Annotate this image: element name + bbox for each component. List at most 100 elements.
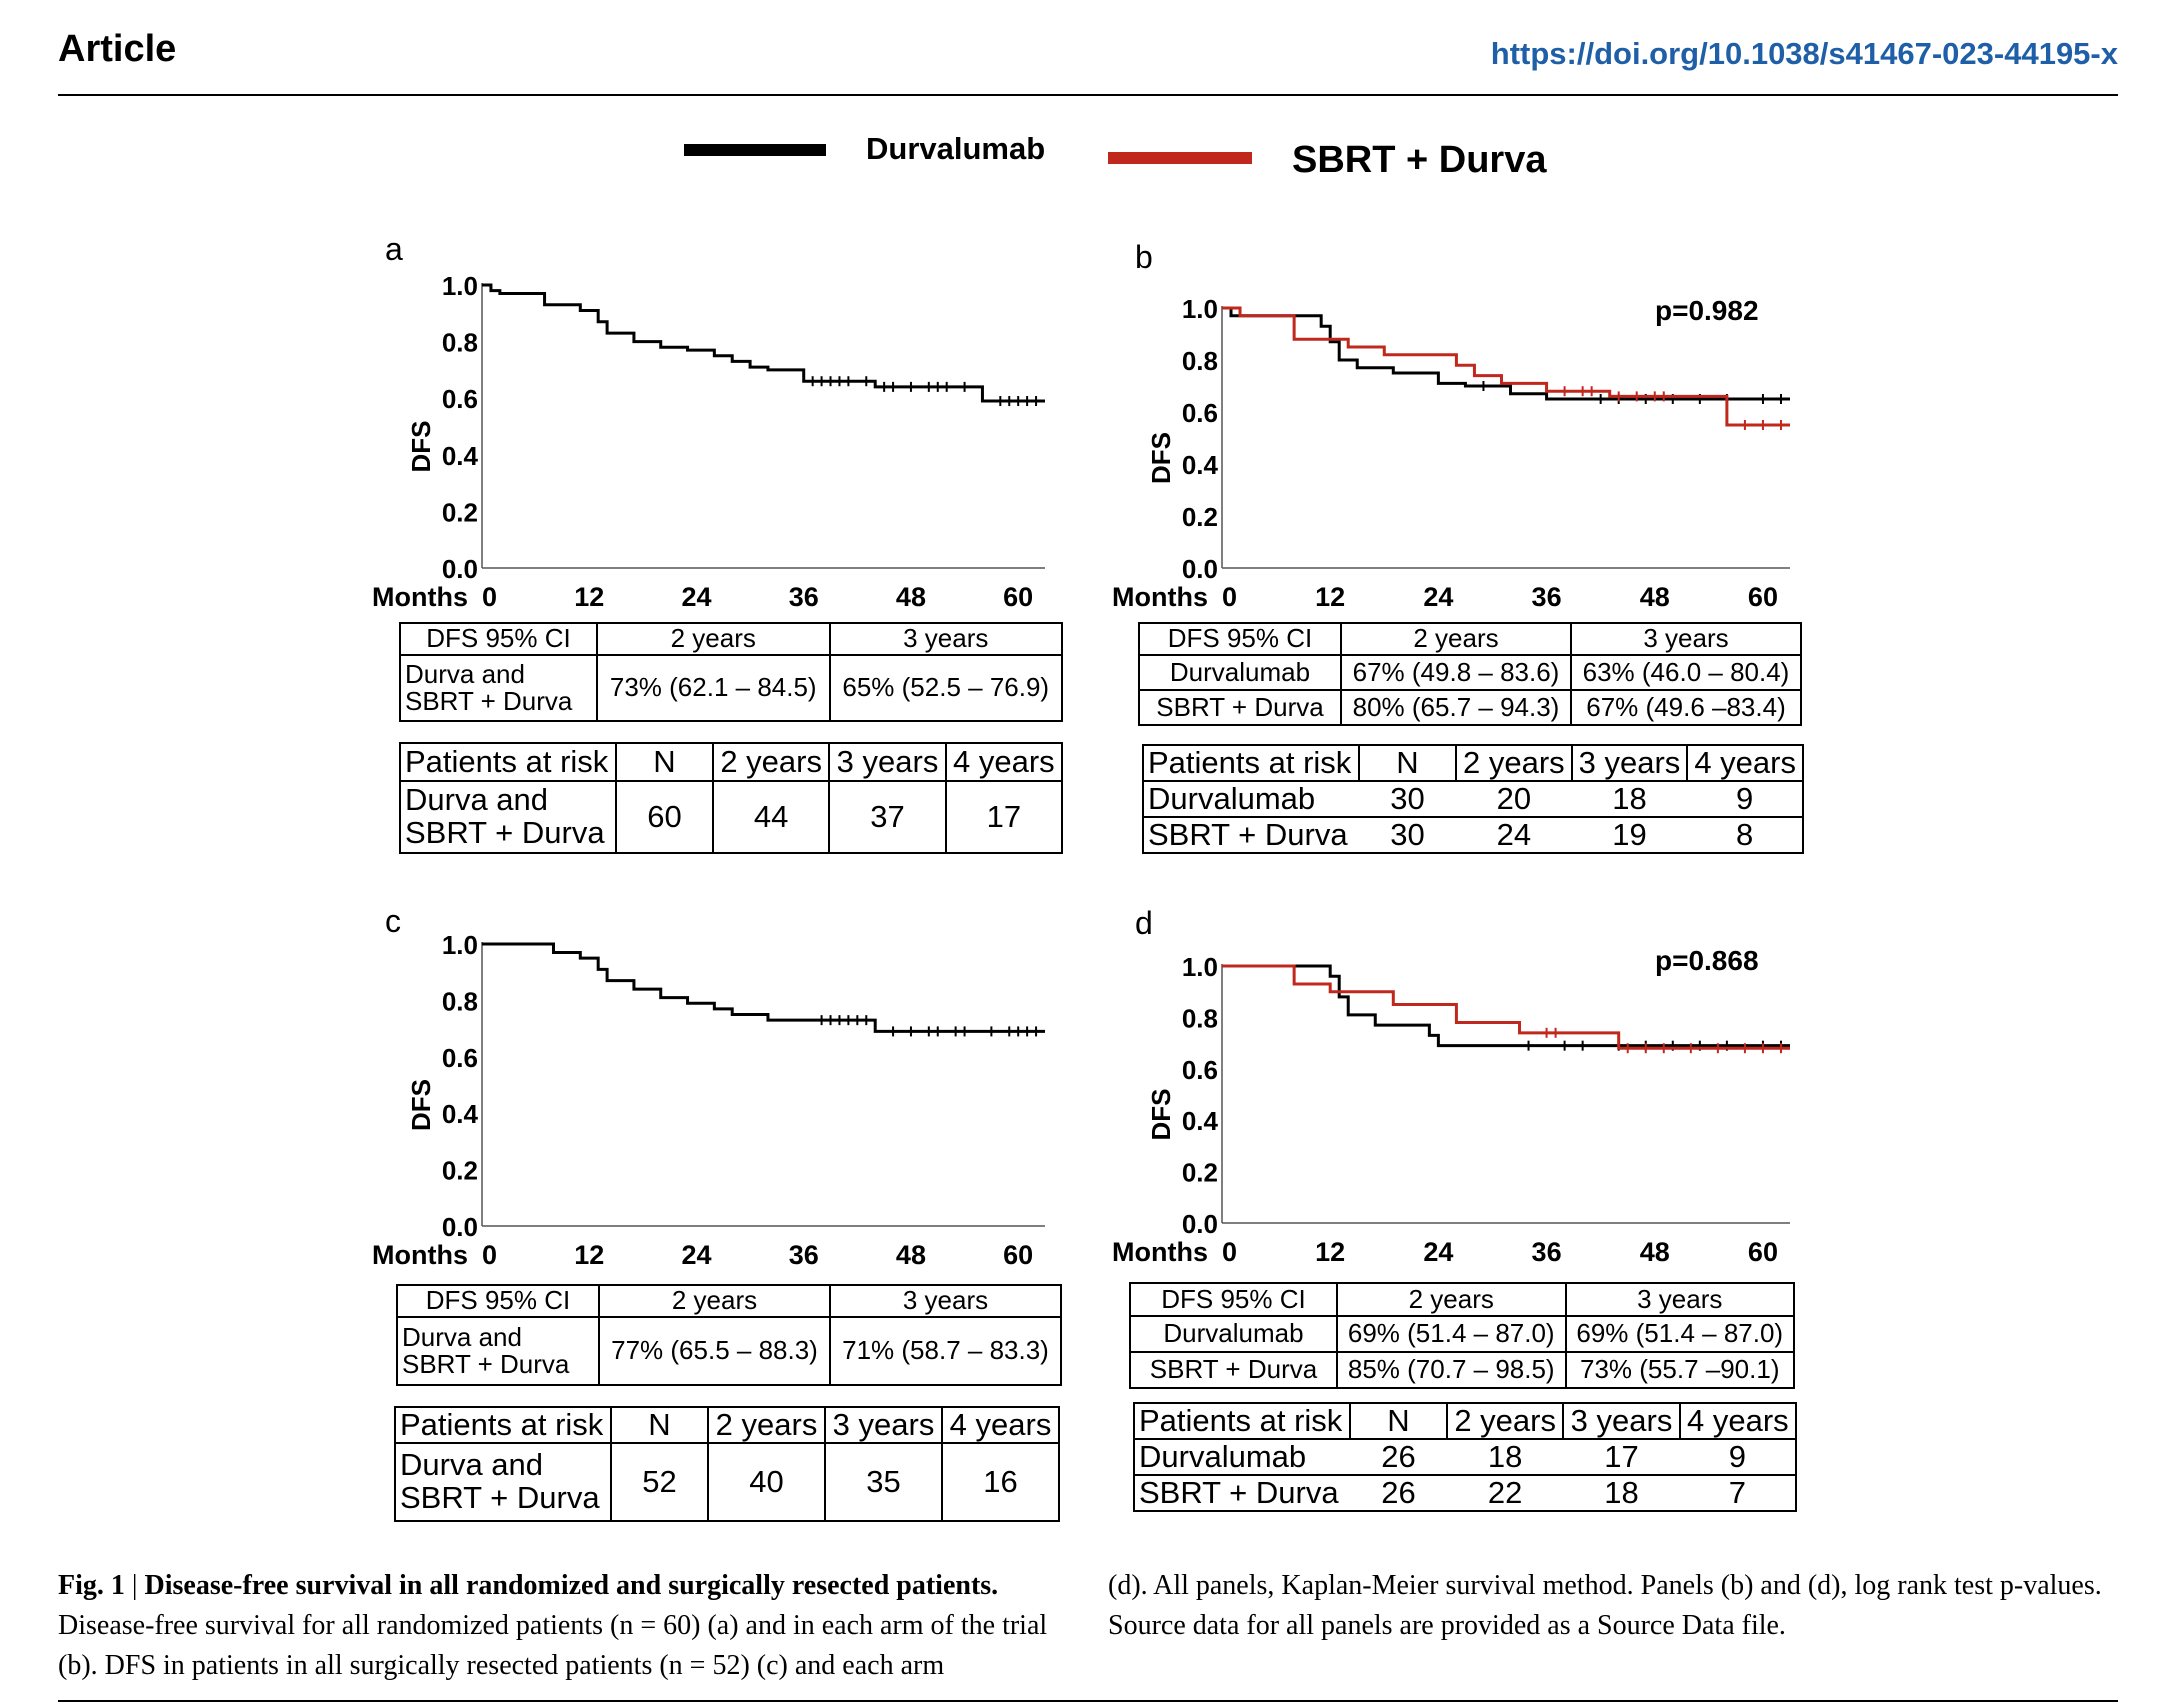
plot-panel-a: a 0.0 0.2 0.4 0.6 0.8 1.0 DFS Months 0 12 24 36 48 60 (372, 231, 1045, 612)
x-tick-label: 12 (1315, 582, 1345, 612)
legend-label-durvalumab: Durvalumab (866, 131, 1046, 166)
risk-header-2y: 2 years (711, 742, 831, 782)
ci-row-2y: 80% (65.7 – 94.3) (1340, 689, 1572, 726)
ci-row-group: Durvalumab (1138, 654, 1342, 691)
plot-panel-c: c 0.0 0.2 0.4 0.6 0.8 1.0 DFS Months 0 12 24 36 48 60 (372, 903, 1045, 1270)
risk-header-4y: 4 years (1678, 1402, 1798, 1440)
x-tick-label: 24 (1423, 582, 1453, 612)
x-tick-label: 0 (1222, 1237, 1237, 1267)
y-tick-label: 0.2 (1182, 1158, 1218, 1188)
y-axis-title: DFS (1146, 1089, 1176, 1141)
figure-caption-right: (d). All panels, Kaplan-Meier survival m… (1108, 1566, 2118, 1646)
ci-row-group: Durvalumab (1129, 1315, 1338, 1353)
ci-row-group: Durva and SBRT + Durva (396, 1316, 600, 1386)
ci-row-2y: 85% (70.7 – 98.5) (1336, 1351, 1567, 1389)
risk-header-2y: 2 years (1455, 744, 1573, 782)
risk-row-group: SBRT + Durva (1142, 816, 1359, 854)
risk-row-3y: 35 (824, 1442, 943, 1522)
risk-row-4y: 7 (1679, 1474, 1798, 1512)
ci-row-3y: 73% (55.7 –90.1) (1564, 1351, 1795, 1389)
risk-row-3y: 37 (828, 780, 947, 854)
ci-header-3y: 3 years (1564, 1282, 1795, 1317)
risk-header-3y: 3 years (824, 1406, 943, 1444)
x-tick-label: 12 (574, 582, 604, 612)
y-tick-label: 0.4 (1182, 450, 1219, 480)
risk-row-n: 26 (1350, 1438, 1447, 1476)
risk-header-4y: 4 years (1686, 744, 1804, 782)
y-tick-label: 0.0 (1182, 554, 1218, 584)
y-tick-label: 0.2 (442, 1156, 478, 1186)
ci-header-2y: 2 years (598, 1284, 831, 1318)
x-axis-title: Months (1112, 582, 1208, 612)
risk-row-3y: 18 (1563, 1474, 1680, 1512)
y-tick-label: 0.0 (442, 554, 478, 584)
risk-row-n: 30 (1359, 816, 1456, 854)
x-tick-label: 0 (482, 582, 497, 612)
risk-header-3y: 3 years (1562, 1402, 1681, 1440)
ci-header-2y: 2 years (1336, 1282, 1567, 1317)
y-tick-label: 0.4 (1182, 1106, 1219, 1136)
y-tick-label: 0.6 (442, 384, 478, 414)
x-tick-label: 60 (1003, 582, 1033, 612)
risk-header-2y: 2 years (1445, 1402, 1565, 1440)
risk-header-4y: 4 years (941, 1406, 1060, 1444)
y-tick-label: 1.0 (1182, 952, 1218, 982)
x-tick-label: 24 (1423, 1237, 1453, 1267)
y-tick-label: 0.0 (1182, 1209, 1218, 1239)
x-tick-label: 36 (1532, 582, 1562, 612)
x-axis-title: Months (372, 1240, 468, 1270)
p-value-label: p=0.982 (1655, 295, 1759, 326)
risk-table-b: Patients at risk N 2 years 3 years 4 yea… (1142, 744, 1804, 854)
km-curve-durvalumab (482, 283, 1045, 403)
y-tick-label: 1.0 (442, 271, 478, 301)
km-curve-durvalumab (1222, 964, 1790, 1048)
doi-link[interactable]: https://doi.org/10.1038/s41467-023-44195… (1490, 36, 2118, 71)
y-tick-label: 1.0 (442, 930, 478, 960)
risk-table-d: Patients at risk N 2 years 3 years 4 yea… (1133, 1402, 1798, 1512)
plot-panel-b: b 0.0 0.2 0.4 0.6 0.8 1.0 DFS Months 0 12 24 36 48 60 p… (1112, 239, 1790, 612)
risk-header-n: N (1350, 1402, 1447, 1440)
y-tick-label: 0.4 (442, 1099, 479, 1129)
ci-row-3y: 65% (52.5 – 76.9) (828, 654, 1063, 722)
ci-row-2y: 77% (65.5 – 88.3) (598, 1316, 831, 1386)
y-tick-label: 0.4 (442, 441, 479, 471)
risk-row-group: SBRT + Durva (1133, 1474, 1350, 1512)
risk-header-2y: 2 years (707, 1406, 826, 1444)
ci-table-b: DFS 95% CI 2 years 3 years Durvalumab 67… (1138, 622, 1802, 726)
x-tick-label: 36 (1532, 1237, 1562, 1267)
km-curve-sbrt-durva (1222, 964, 1790, 1050)
ci-row-3y: 71% (58.7 – 83.3) (829, 1316, 1062, 1386)
ci-header-label: DFS 95% CI (1129, 1282, 1338, 1317)
panel-letter: b (1135, 239, 1153, 275)
risk-row-group: Durvalumab (1142, 780, 1359, 818)
risk-row-group: Durvalumab (1133, 1438, 1350, 1476)
ci-header-label: DFS 95% CI (396, 1284, 600, 1318)
risk-header-label: Patients at risk (1142, 744, 1360, 782)
ci-row-group: SBRT + Durva (1129, 1351, 1338, 1389)
risk-row-4y: 16 (941, 1442, 1060, 1522)
ci-header-3y: 3 years (1570, 622, 1802, 656)
risk-header-n: N (1359, 744, 1456, 782)
risk-row-3y: 18 (1571, 780, 1688, 818)
risk-row-2y: 18 (1447, 1438, 1564, 1476)
risk-row-4y: 8 (1687, 816, 1804, 854)
x-tick-label: 36 (789, 582, 819, 612)
y-tick-label: 0.8 (1182, 346, 1218, 376)
y-tick-label: 1.0 (1182, 294, 1218, 324)
risk-row-n: 26 (1350, 1474, 1447, 1512)
km-curve-durvalumab (482, 942, 1045, 1033)
y-tick-label: 0.2 (442, 497, 478, 527)
x-tick-label: 48 (896, 1240, 926, 1270)
x-tick-label: 24 (681, 582, 711, 612)
y-tick-label: 0.6 (1182, 398, 1218, 428)
risk-header-4y: 4 years (944, 742, 1064, 782)
footer-rule (58, 1700, 2118, 1702)
risk-header-3y: 3 years (828, 742, 947, 782)
y-tick-label: 0.0 (442, 1212, 478, 1242)
caption-label: Fig. 1 (58, 1570, 125, 1601)
x-tick-label: 12 (1315, 1237, 1345, 1267)
risk-header-n: N (615, 742, 714, 782)
risk-row-2y: 24 (1456, 816, 1572, 854)
risk-table-a: Patients at risk N 2 years 3 years 4 yea… (399, 742, 1064, 854)
ci-row-3y: 63% (46.0 – 80.4) (1570, 654, 1802, 691)
